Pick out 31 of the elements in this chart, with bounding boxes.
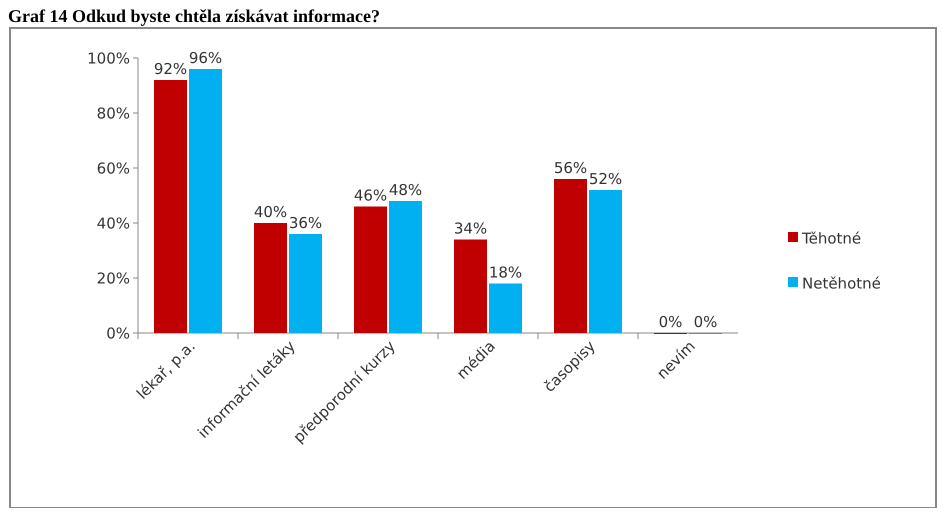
y-tick-label: 100% (87, 49, 130, 68)
data-label: 0% (658, 313, 682, 331)
bar (454, 240, 487, 333)
bar (489, 284, 522, 333)
data-label: 18% (488, 264, 522, 282)
bar (589, 190, 622, 333)
data-label: 96% (188, 49, 222, 67)
y-tick-label: 20% (96, 269, 130, 288)
chart-title: Graf 14 Odkud byste chtěla získávat informace? (8, 6, 380, 26)
data-label: 40% (254, 203, 288, 221)
data-label: 36% (288, 214, 322, 232)
bar (354, 206, 387, 333)
data-label: 52% (588, 170, 622, 188)
y-tick-label: 0% (106, 324, 130, 342)
data-label: 48% (388, 181, 422, 199)
bar (154, 80, 187, 333)
legend-label: Těhotné (801, 229, 862, 248)
legend-label: Netěhotné (802, 274, 881, 292)
y-tick-label: 40% (96, 214, 130, 232)
data-label: 56% (554, 159, 588, 177)
data-label: 34% (454, 220, 488, 238)
data-label: 92% (154, 60, 188, 78)
bar (189, 69, 222, 333)
bar (389, 201, 422, 333)
y-tick-label: 60% (96, 159, 130, 178)
bar (554, 179, 587, 333)
y-tick-label: 80% (96, 104, 130, 122)
bar (254, 223, 287, 333)
bar (289, 234, 322, 333)
data-label: 46% (354, 186, 388, 204)
data-label: 0% (694, 313, 718, 331)
